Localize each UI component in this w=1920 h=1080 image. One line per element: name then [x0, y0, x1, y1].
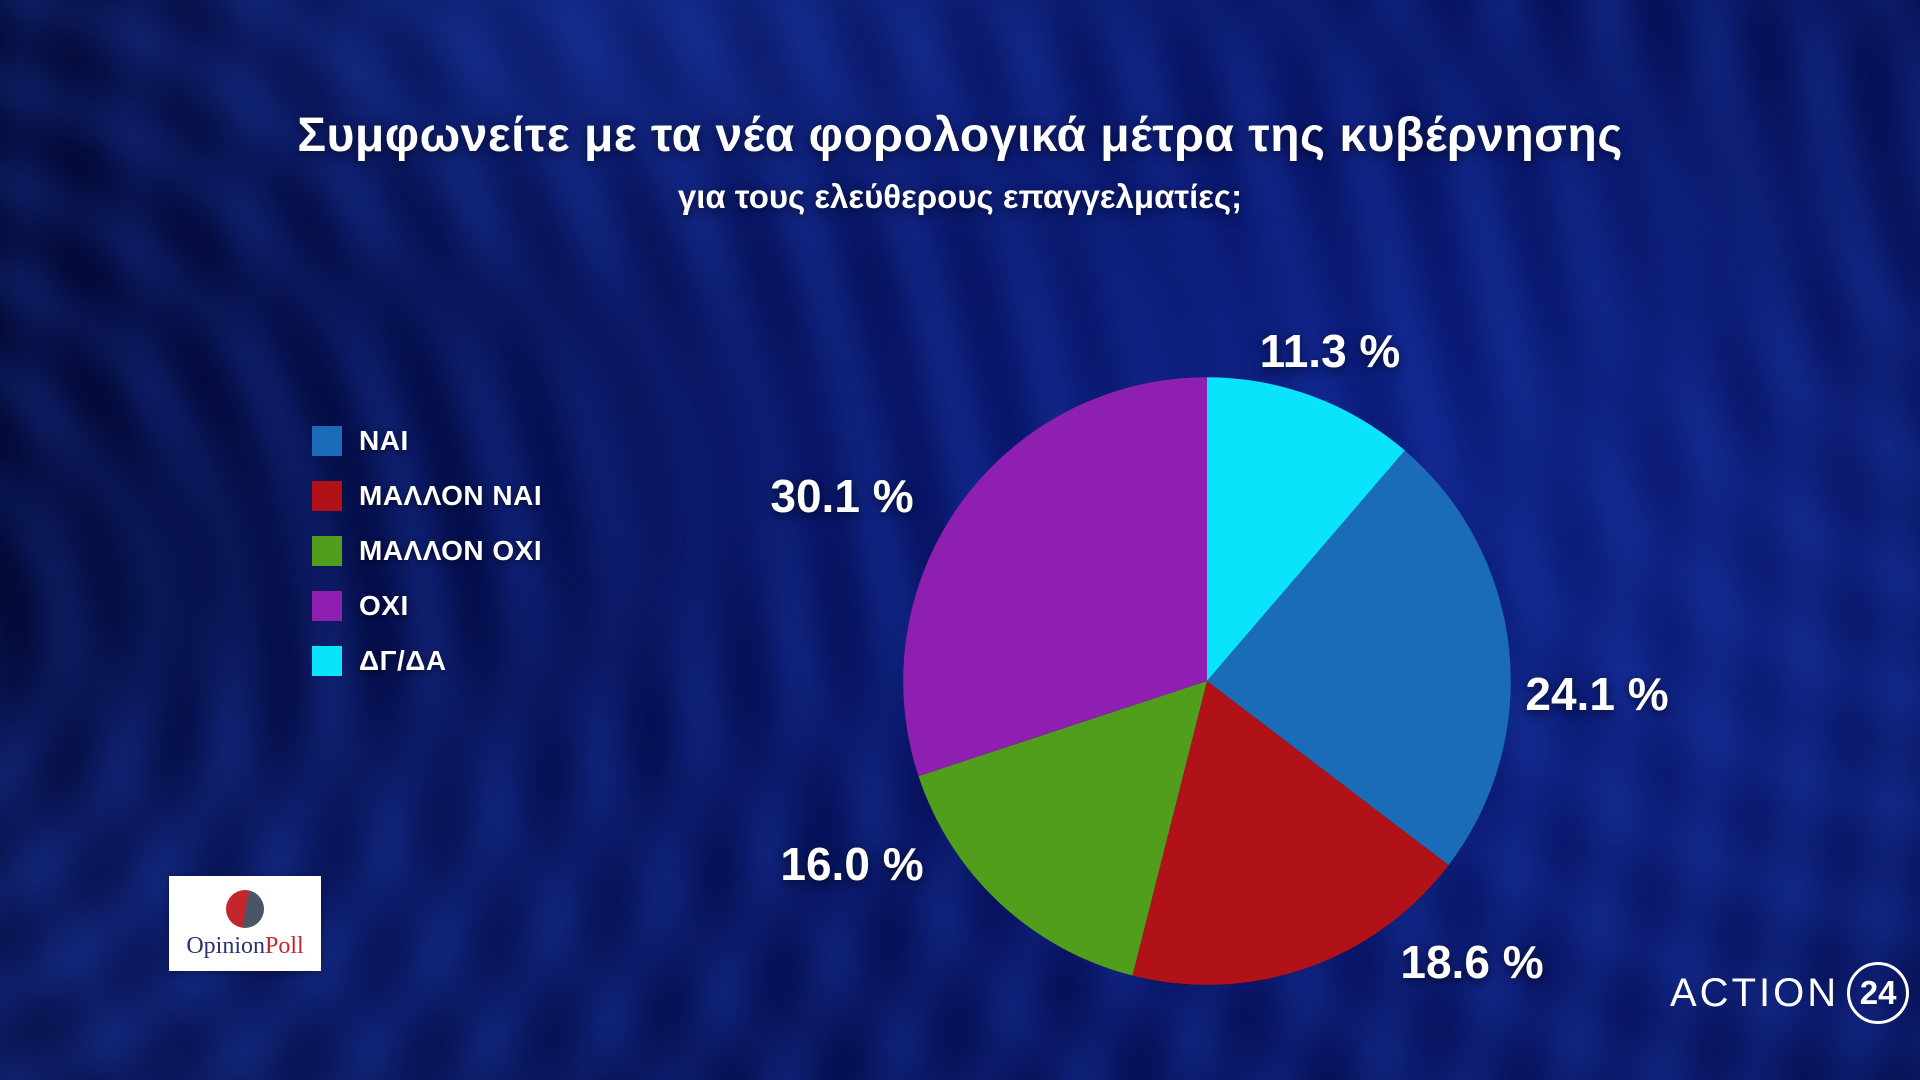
legend-swatch-dgda-icon — [312, 646, 342, 676]
legend-item-dgda: ΔΓ/ΔΑ — [312, 645, 542, 677]
page-title: Συμφωνείτε με τα νέα φορολογικά μέτρα τη… — [297, 109, 1623, 162]
legend-swatch-mallon-nai-icon — [312, 481, 342, 511]
legend-label: ΔΓ/ΔΑ — [359, 645, 447, 676]
legend-swatch-nai-icon — [312, 426, 342, 456]
action24-circle-icon: 24 — [1847, 962, 1910, 1024]
pie-chart-container — [902, 376, 1512, 986]
action24-wordmark: ACTION — [1670, 970, 1840, 1015]
value-label-mallon-nai: 18.6 % — [1400, 936, 1544, 988]
legend: ΝΑΙ ΜΑΛΛΟΝ ΝΑΙ ΜΑΛΛΟΝ ΟΧΙ ΟΧΙ ΔΓ/ΔΑ — [312, 425, 542, 677]
opinion-poll-circle-icon — [226, 889, 264, 928]
legend-label: ΜΑΛΛΟΝ ΟΧΙ — [359, 535, 543, 566]
legend-label: ΜΑΛΛΟΝ ΝΑΙ — [359, 480, 543, 511]
legend-label: ΟΧΙ — [359, 590, 409, 621]
legend-item-nai: ΝΑΙ — [312, 425, 542, 457]
pie-slice-ΝΑΙ — [1207, 450, 1511, 866]
page-subtitle: για τους ελεύθερους επαγγελματίες; — [677, 178, 1243, 215]
opinion-poll-logo: OpinionPoll — [169, 876, 321, 971]
action24-number: 24 — [1859, 974, 1897, 1011]
opinion-poll-part2: Poll — [264, 932, 304, 959]
value-label-nai: 24.1 % — [1525, 668, 1669, 720]
legend-swatch-mallon-oxi-icon — [312, 536, 342, 566]
legend-item-oxi: ΟΧΙ — [312, 590, 542, 622]
opinion-poll-wordmark: OpinionPoll — [186, 934, 303, 958]
value-label-mallon-oxi: 16.0 % — [780, 838, 924, 890]
legend-swatch-oxi-icon — [312, 591, 342, 621]
pie-slice-ΔΓ/ΔΑ — [1207, 377, 1405, 681]
action24-logo: ACTION 24 — [1670, 962, 1910, 1024]
legend-item-mallon-nai: ΜΑΛΛΟΝ ΝΑΙ — [312, 480, 542, 512]
opinion-poll-part1: Opinion — [186, 932, 265, 959]
legend-item-mallon-oxi: ΜΑΛΛΟΝ ΟΧΙ — [312, 535, 542, 567]
pie-slice-ΜΑΛΛΟΝ ΟΧΙ — [918, 681, 1207, 976]
value-label-dgda: 11.3 % — [1259, 325, 1401, 377]
pie-slice-ΟΧΙ — [903, 377, 1207, 777]
legend-label: ΝΑΙ — [359, 425, 409, 456]
pie-chart — [903, 377, 1511, 985]
value-label-oxi: 30.1 % — [770, 470, 914, 522]
pie-slice-ΜΑΛΛΟΝ ΝΑΙ — [1132, 681, 1449, 985]
